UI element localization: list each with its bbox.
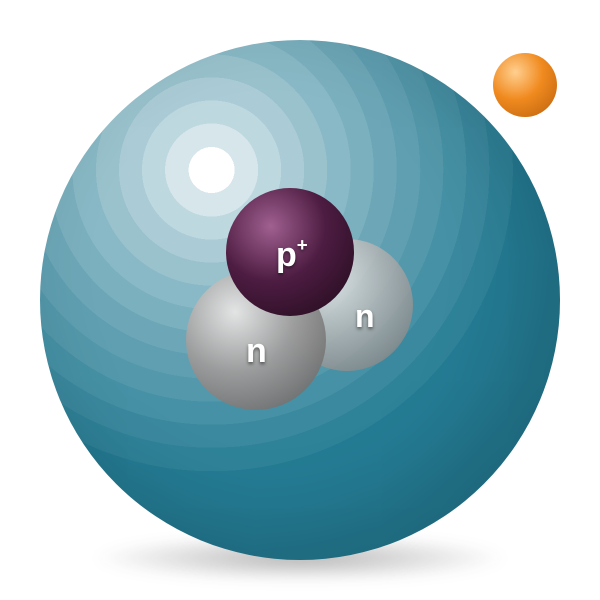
proton-label: p+ (276, 236, 308, 275)
electron-sphere (493, 53, 557, 117)
atom-diagram: nnp+ e- (0, 0, 600, 600)
neutron-front-label: n (246, 332, 267, 371)
neutron-back-label: n (355, 298, 375, 335)
